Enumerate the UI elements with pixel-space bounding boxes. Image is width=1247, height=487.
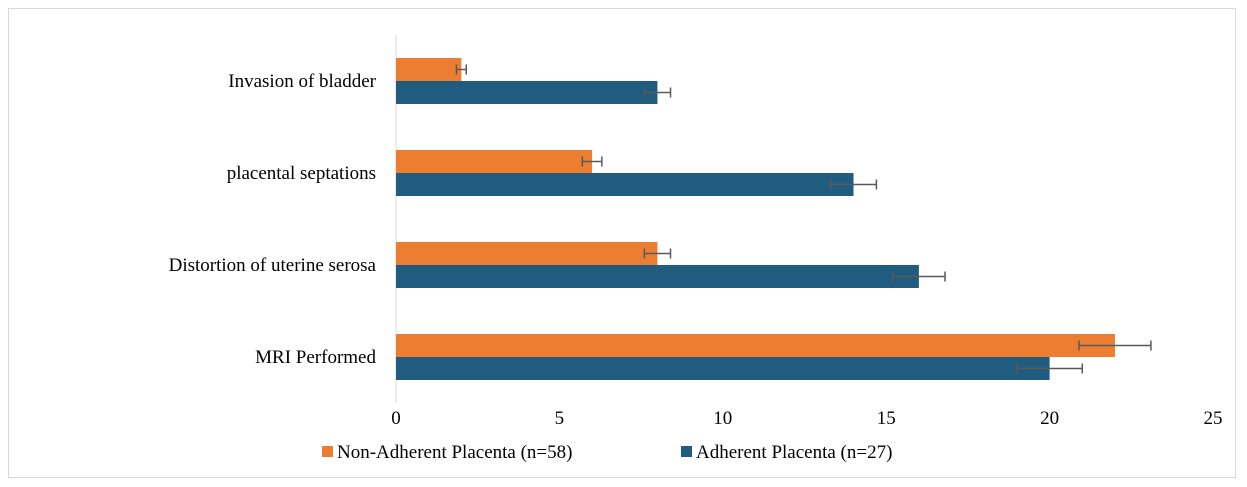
- bar: [396, 173, 854, 196]
- x-tick-label: 15: [877, 408, 896, 429]
- bar: [396, 150, 592, 173]
- bar: [396, 357, 1050, 380]
- category-label: placental septations: [227, 163, 376, 184]
- x-tick-label: 0: [391, 408, 401, 429]
- legend-label: Adherent Placenta (n=27): [696, 442, 892, 463]
- legend-swatch: [322, 446, 333, 457]
- x-tick-label: 5: [555, 408, 565, 429]
- bar: [396, 242, 657, 265]
- category-label: Invasion of bladder: [228, 71, 376, 92]
- bar: [396, 81, 657, 104]
- legend-label: Non-Adherent Placenta (n=58): [337, 442, 572, 463]
- bar: [396, 334, 1115, 357]
- category-label: MRI Performed: [255, 347, 376, 368]
- x-tick-label: 20: [1040, 408, 1059, 429]
- bar: [396, 58, 461, 81]
- bar: [396, 265, 919, 288]
- category-label: Distortion of uterine serosa: [169, 255, 377, 276]
- x-tick-label: 25: [1204, 408, 1223, 429]
- x-tick-label: 10: [713, 408, 732, 429]
- legend-swatch: [681, 446, 692, 457]
